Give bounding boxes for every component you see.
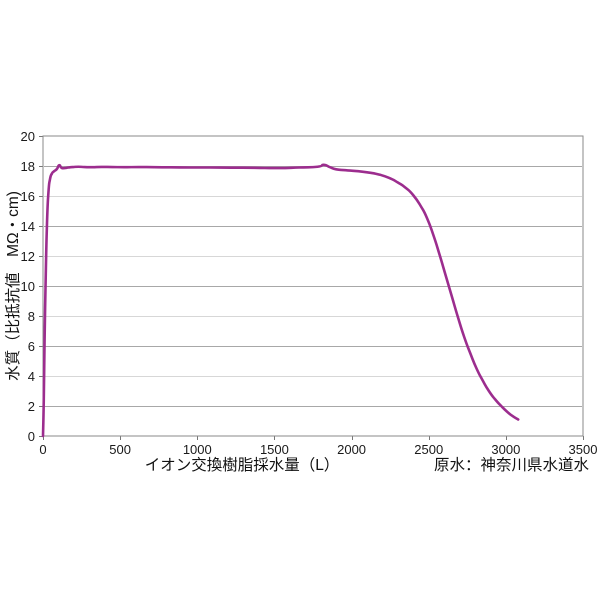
x-tick-label: 1000: [183, 442, 212, 457]
x-tick-label: 0: [39, 442, 46, 457]
y-tick-label: 20: [21, 129, 35, 144]
x-axis-title: イオン交換樹脂採水量（L）: [145, 456, 340, 474]
y-axis-tick-labels: 0 2 4 6 8 10 12 14 16 18 20: [21, 129, 35, 444]
x-tick-label: 3500: [569, 442, 598, 457]
y-tick-label: 18: [21, 159, 35, 174]
y-tick-label: 6: [28, 339, 35, 354]
y-tick-label: 0: [28, 429, 35, 444]
x-tick-label: 2000: [337, 442, 366, 457]
source-water-annotation: 原水：神奈川県水道水: [434, 456, 590, 474]
y-tick-label: 2: [28, 399, 35, 414]
plot-border: [42, 135, 584, 437]
data-series-line: [41, 163, 520, 438]
y-tick-label: 14: [21, 219, 35, 234]
y-tick-label: 10: [21, 279, 35, 294]
y-tick-label: 4: [28, 369, 35, 384]
x-tick-label: 500: [109, 442, 131, 457]
x-tick-label: 1500: [260, 442, 289, 457]
y-axis-ticks: [39, 136, 43, 437]
x-axis-tick-labels: 0 500 1000 1500 2000 2500 3000 3500: [39, 442, 597, 457]
y-gridlines: [44, 166, 582, 407]
y-tick-label: 12: [21, 249, 35, 264]
x-axis-ticks: [43, 436, 584, 440]
y-axis-title: 水質（比抵抗値 MΩ・cm): [4, 191, 22, 381]
y-tick-label: 8: [28, 309, 35, 324]
y-tick-label: 16: [21, 189, 35, 204]
x-tick-label: 3000: [491, 442, 520, 457]
x-tick-label: 2500: [414, 442, 443, 457]
